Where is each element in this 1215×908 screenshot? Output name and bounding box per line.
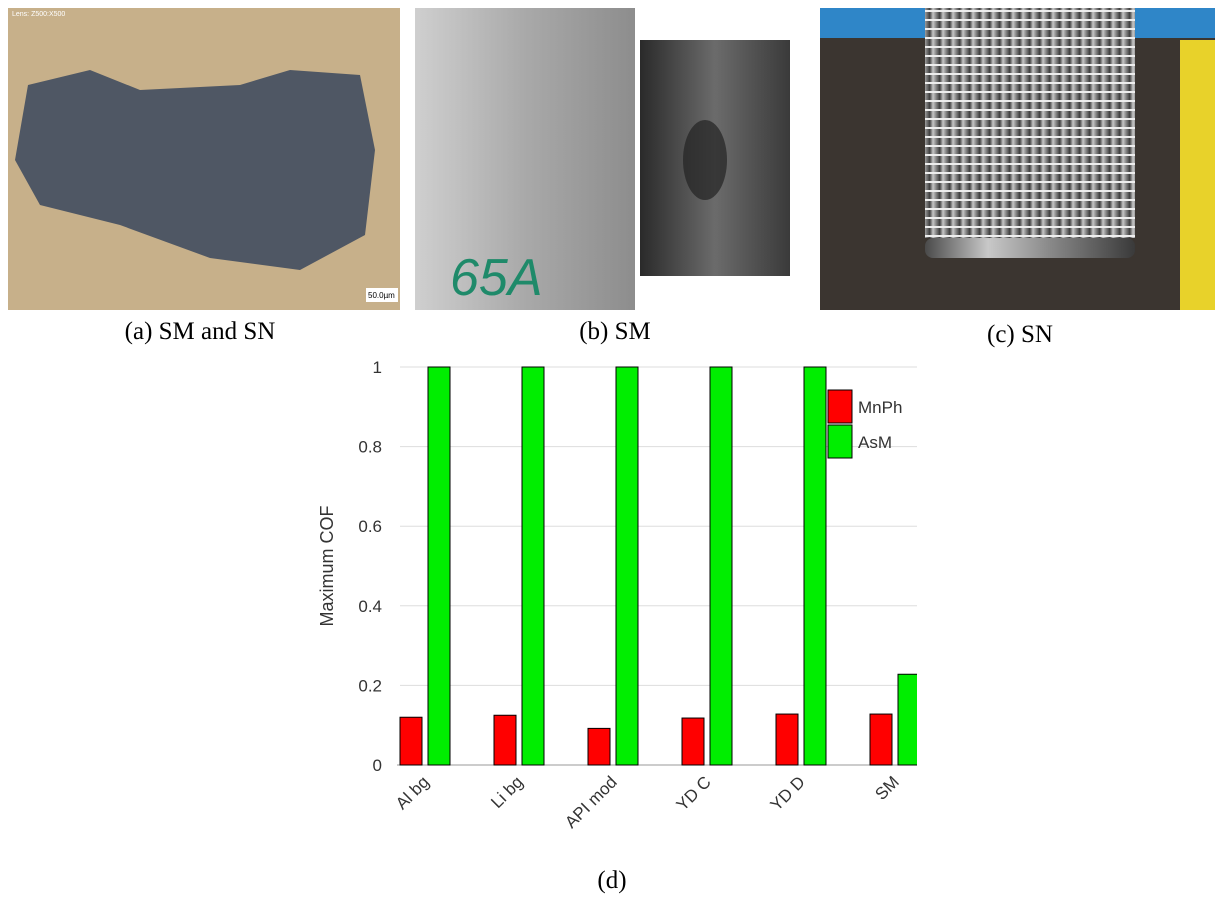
y-axis-label: Maximum COF (317, 505, 337, 626)
bar (898, 674, 920, 765)
bar (776, 714, 798, 765)
y-tick-label: 0.4 (358, 597, 382, 616)
bar (682, 718, 704, 765)
caption: (d) (597, 867, 626, 894)
x-tick-label: SM (871, 772, 902, 803)
y-tick-label: 0.6 (358, 517, 382, 536)
caption: (b) SM (579, 318, 651, 345)
legend-label: AsM (858, 433, 892, 452)
legend-swatch (828, 390, 852, 423)
photo-text: 65A (450, 249, 543, 307)
x-tick-label: Li bg (487, 772, 527, 812)
bar (588, 728, 610, 765)
caption: (c) SN (987, 321, 1053, 348)
x-tick-label: API mod (561, 772, 621, 832)
photo-text: 50.0µm (368, 291, 395, 300)
x-tick-label: YD C (673, 772, 715, 814)
photo-a: Lens: Z500:X500 50.0µm (8, 8, 400, 310)
photo-b: 65A (415, 8, 790, 310)
figure-canvas: Lens: Z500:X500 50.0µm 65A (a) SM and SN… (0, 0, 1215, 908)
bar (494, 715, 516, 765)
x-tick-label: YD D (767, 772, 809, 814)
photo-c (820, 8, 1215, 310)
y-tick-label: 0 (373, 756, 382, 775)
y-tick-label: 0.2 (358, 676, 382, 695)
bar (616, 367, 638, 765)
legend-swatch (828, 425, 852, 458)
y-tick-label: 0.8 (358, 438, 382, 457)
x-tick-label: Al bg (392, 772, 433, 813)
photo-text: Lens: Z500:X500 (12, 11, 65, 18)
caption: (a) SM and SN (125, 318, 276, 345)
bar (870, 714, 892, 765)
bar (428, 367, 450, 765)
bar (710, 367, 732, 765)
bar (804, 367, 826, 765)
bar (522, 367, 544, 765)
figure: Lens: Z500:X500 50.0µm 65A (a) SM and SN… (0, 0, 1215, 908)
y-tick-label: 1 (373, 358, 382, 377)
bar (400, 717, 422, 765)
legend-label: MnPh (858, 398, 902, 417)
